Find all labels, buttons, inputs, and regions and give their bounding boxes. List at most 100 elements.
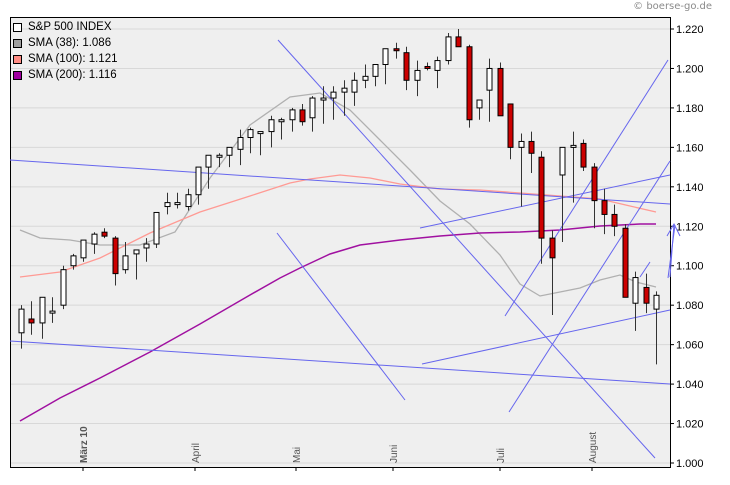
candle xyxy=(257,131,264,156)
trendline xyxy=(421,309,671,365)
y-tick-label: 1.100 xyxy=(676,261,704,273)
candle xyxy=(455,29,462,48)
candle xyxy=(268,115,275,148)
candle xyxy=(60,265,67,310)
candle xyxy=(122,242,129,274)
candle xyxy=(278,117,285,140)
y-tick-label: 1.160 xyxy=(676,142,704,154)
candle xyxy=(174,192,181,209)
legend-label: SMA (38): 1.086 xyxy=(28,37,112,49)
candle xyxy=(518,133,525,207)
candle xyxy=(643,273,650,314)
candle xyxy=(70,253,77,270)
candle xyxy=(538,151,545,264)
y-tick-label: 1.220 xyxy=(676,24,704,36)
y-tick-label: 1.140 xyxy=(676,182,704,194)
candle xyxy=(101,228,108,239)
candle xyxy=(341,80,348,116)
candle xyxy=(403,46,410,91)
candle xyxy=(195,166,202,205)
candle xyxy=(299,103,306,126)
legend-swatch-sma100 xyxy=(13,54,22,64)
legend-swatch-sma200 xyxy=(13,70,22,80)
y-tick-label: 1.180 xyxy=(676,103,704,115)
sma200-line xyxy=(19,223,656,422)
trendline xyxy=(639,261,651,278)
candle xyxy=(216,153,223,168)
copyright-label: © boerse-go.de xyxy=(633,1,712,12)
candle xyxy=(507,103,514,160)
trendline xyxy=(419,174,671,229)
candle xyxy=(549,230,556,316)
y-tick-label: 1.120 xyxy=(676,221,704,233)
candle xyxy=(486,58,493,122)
candle xyxy=(559,146,566,243)
trendline xyxy=(504,59,669,317)
y-tick-label: 1.040 xyxy=(676,379,704,391)
candle xyxy=(570,131,577,203)
candle xyxy=(205,154,212,189)
candle xyxy=(372,64,379,87)
plot-frame xyxy=(10,17,671,468)
candle xyxy=(309,96,316,132)
candle xyxy=(320,86,327,124)
candle xyxy=(112,236,119,286)
legend-swatch-sp500 xyxy=(13,22,22,32)
legend-item-sma100: SMA (100): 1.121 xyxy=(13,51,118,67)
candle xyxy=(164,192,171,215)
candle xyxy=(247,127,254,154)
candle xyxy=(80,239,87,262)
candle xyxy=(28,301,35,335)
x-tick-label: Juli xyxy=(496,448,507,463)
candle xyxy=(49,297,56,323)
candle xyxy=(226,146,233,168)
candle xyxy=(476,99,483,120)
candle xyxy=(18,305,25,349)
candle xyxy=(351,72,358,106)
candle xyxy=(414,60,421,97)
x-tick-label: August xyxy=(588,432,599,463)
candle xyxy=(445,32,452,65)
candle xyxy=(185,188,192,211)
candle xyxy=(591,163,598,229)
legend-label: SMA (200): 1.116 xyxy=(28,69,117,81)
x-tick-label: März 10 xyxy=(79,426,90,463)
y-tick-label: 1.000 xyxy=(676,458,704,470)
legend-item-sma38: SMA (38): 1.086 xyxy=(13,35,118,51)
candle xyxy=(382,48,389,85)
candle xyxy=(153,211,160,248)
trendline xyxy=(276,232,406,401)
candle xyxy=(91,232,98,254)
legend-item-sma200: SMA (200): 1.116 xyxy=(13,67,118,83)
plot-area xyxy=(10,17,670,467)
legend-label: S&P 500 INDEX xyxy=(28,21,112,33)
candle xyxy=(497,62,504,117)
candle xyxy=(237,129,244,166)
candle xyxy=(580,139,587,172)
candle xyxy=(434,56,441,89)
x-tick-label: Juni xyxy=(389,445,400,463)
candle xyxy=(601,188,608,235)
trendline xyxy=(9,159,671,205)
trendline xyxy=(277,39,656,459)
candle xyxy=(39,296,46,339)
x-tick-label: Mai xyxy=(292,447,303,463)
candle xyxy=(466,44,473,128)
sma38-line xyxy=(19,92,657,297)
candle xyxy=(528,131,535,174)
candle xyxy=(611,204,618,237)
legend: S&P 500 INDEX SMA (38): 1.086 SMA (100):… xyxy=(13,19,118,83)
y-tick-label: 1.020 xyxy=(676,419,704,431)
candle xyxy=(133,249,140,280)
candle xyxy=(622,224,629,298)
legend-swatch-sma38 xyxy=(13,38,22,48)
candle xyxy=(424,62,431,71)
candle xyxy=(653,291,660,365)
candle xyxy=(330,86,337,120)
legend-label: SMA (100): 1.121 xyxy=(28,53,118,65)
trendline xyxy=(9,340,671,385)
candle xyxy=(362,64,369,89)
x-tick-label: April xyxy=(191,443,202,463)
